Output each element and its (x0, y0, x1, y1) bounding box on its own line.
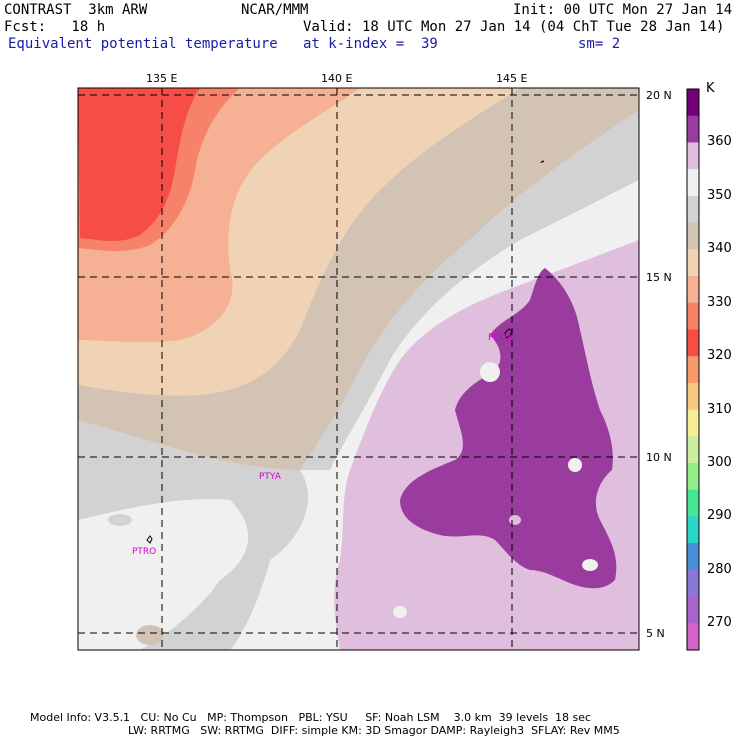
guam-island (504, 328, 513, 339)
colorbar-swatch (687, 302, 699, 330)
station-pgum: PGUM (488, 333, 515, 343)
colorbar-swatch (687, 382, 699, 411)
colorbar-label: 290 (707, 508, 732, 524)
colorbar-swatch (687, 169, 699, 197)
lat-label-20n: 20 N (646, 89, 672, 102)
model-title: CONTRAST 3km ARW (4, 2, 148, 18)
colorbar-swatch (687, 436, 699, 464)
colorbar-unit: K (706, 81, 715, 96)
valid-time: Valid: 18 UTC Mon 27 Jan 14 (04 ChT Tue … (303, 19, 725, 35)
colorbar-label: 350 (707, 187, 732, 203)
colorbar-swatch (687, 329, 699, 357)
lon-label-135e: 135 E (146, 72, 178, 85)
saipan-island (540, 160, 544, 163)
station-ptya: PTYA (259, 472, 281, 482)
lat-label-5n: 5 N (646, 627, 665, 640)
lon-label-145e: 145 E (496, 72, 528, 85)
colorbar-swatch (687, 543, 699, 571)
init-time: Init: 00 UTC Mon 27 Jan 14 (513, 2, 733, 18)
colorbar-swatch (687, 569, 699, 598)
model-info-line1: Model Info: V3.5.1 CU: No Cu MP: Thompso… (30, 711, 592, 724)
colorbar-swatch (687, 596, 699, 624)
model-info-line2: LW: RRTMG SW: RRTMG DIFF: simple KM: 3D … (128, 724, 620, 737)
colorbar-swatch (687, 516, 699, 544)
colorbar-label: 310 (707, 401, 732, 417)
colorbar-label: 340 (707, 241, 732, 257)
contour-365 (400, 268, 617, 589)
colorbar-label: 360 (707, 134, 732, 150)
colorbar-outline (686, 88, 700, 651)
colorbar-label: 280 (707, 561, 732, 577)
colorbar-swatch (687, 195, 699, 224)
colorbar-swatch (687, 276, 699, 304)
field-name: Equivalent potential temperature (8, 36, 278, 52)
lat-label-15n: 15 N (646, 271, 672, 284)
colorbar-swatch (687, 89, 699, 117)
colorbar-swatch (687, 489, 699, 517)
colorbar-swatch (687, 222, 699, 250)
colorbar (686, 88, 700, 651)
colorbar-swatch (687, 142, 699, 170)
colorbar-label: 330 (707, 294, 732, 310)
colorbar-swatch (687, 356, 699, 384)
colorbar-swatch (687, 409, 699, 437)
colorbar-label: 320 (707, 348, 732, 364)
forecast-hour: Fcst: 18 h (4, 19, 106, 35)
lon-label-140e: 140 E (321, 72, 353, 85)
colorbar-swatch (687, 463, 699, 491)
colorbar-swatch (687, 115, 699, 143)
colorbar-label: 270 (707, 615, 732, 631)
colorbar-swatch (687, 249, 699, 277)
station-ptro: PTRO (132, 547, 157, 557)
lat-label-10n: 10 N (646, 451, 672, 464)
contour-325 (78, 88, 200, 242)
colorbar-swatch (687, 623, 699, 651)
colorbar-label: 300 (707, 455, 732, 470)
palau-island (146, 535, 153, 544)
smoothing: sm= 2 (578, 36, 621, 52)
k-index: at k-index = 39 (303, 36, 438, 52)
institution: NCAR/MMM (241, 2, 309, 18)
